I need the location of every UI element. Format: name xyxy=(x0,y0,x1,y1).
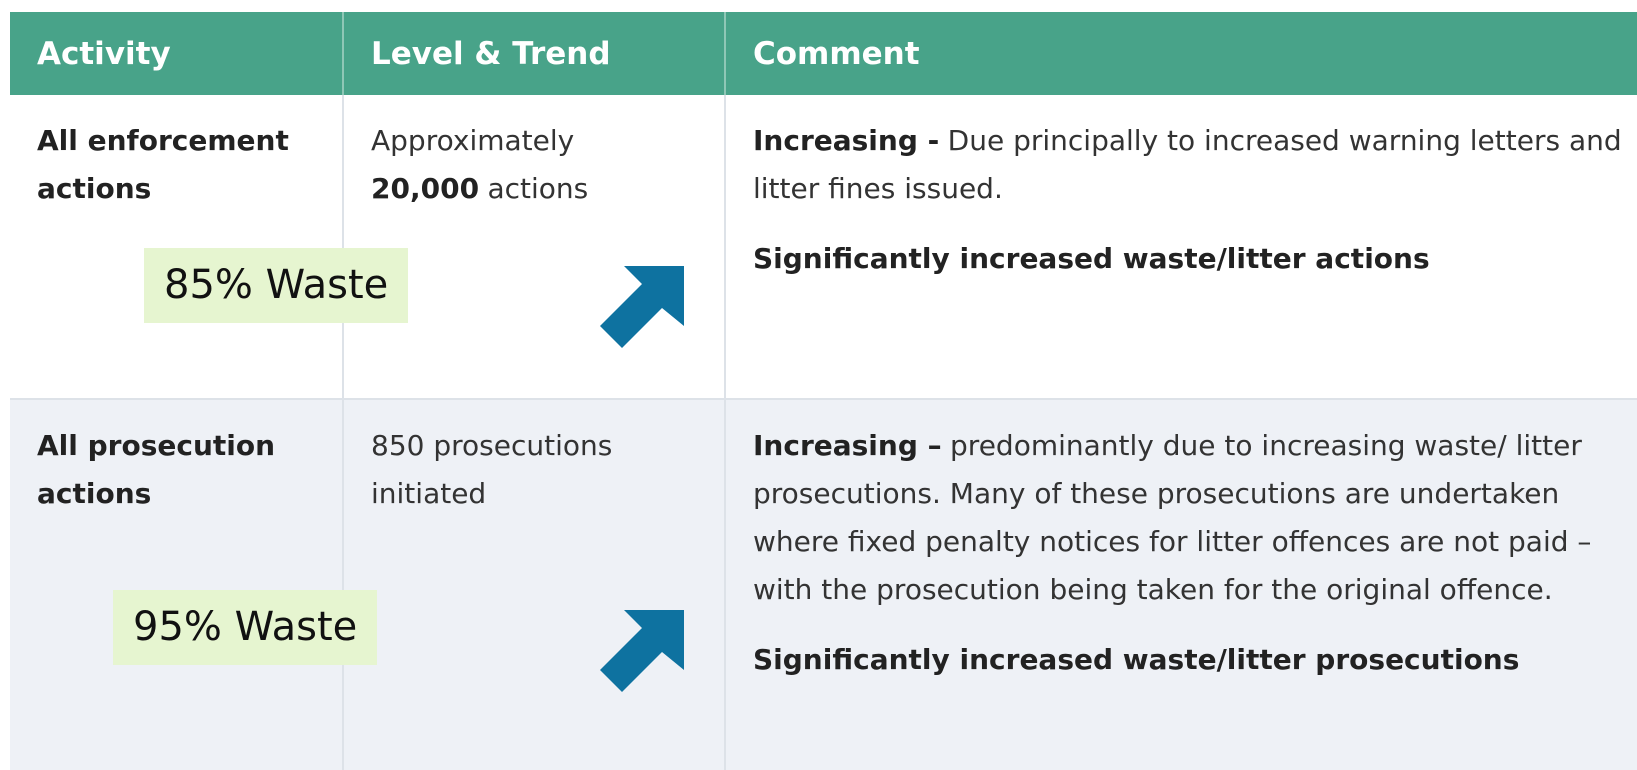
comment-cell: Increasing - Due principally to increased… xyxy=(725,95,1637,400)
comment-text: predominantly due to increasing waste/ l… xyxy=(753,429,1592,606)
comment-cell: Increasing – predominantly due to increas… xyxy=(725,399,1637,770)
annotation: 95% Waste xyxy=(113,590,378,665)
trend-arrow xyxy=(600,610,684,692)
comment-lead: Increasing - xyxy=(753,124,940,157)
activity-table: Activity Level & Trend Comment All enfor… xyxy=(10,12,1637,770)
row: All enforcement actions Approximately 20,… xyxy=(10,95,1637,400)
trend-arrow xyxy=(600,266,684,348)
header-row: Activity Level & Trend Comment xyxy=(10,12,1637,95)
level-text: 850 prosecutions initiated xyxy=(371,429,613,510)
row: All prosecution actions 850 prosecutions… xyxy=(10,399,1637,770)
activity-cell: All prosecution actions xyxy=(10,399,344,770)
level-number: 20,000 xyxy=(371,172,480,205)
level-cell: Approximately 20,000 actions xyxy=(343,95,726,400)
activity-cell: All enforcement actions xyxy=(10,95,344,400)
comment-summary: Significantly increased waste/litter act… xyxy=(753,242,1430,275)
annotation: 85% Waste xyxy=(144,248,409,323)
header-cell: Activity xyxy=(10,12,344,95)
level-after: actions xyxy=(487,172,589,205)
level-text: Approximately xyxy=(371,124,575,157)
comment-text: Due principally to increased warning let… xyxy=(753,124,1622,205)
header-cell: Comment xyxy=(725,12,1637,95)
header-cell: Level & Trend xyxy=(343,12,726,95)
comment-lead: Increasing – xyxy=(753,429,942,462)
level-cell: 850 prosecutions initiated xyxy=(343,399,726,770)
comment-summary: Significantly increased waste/litter pro… xyxy=(753,643,1520,676)
